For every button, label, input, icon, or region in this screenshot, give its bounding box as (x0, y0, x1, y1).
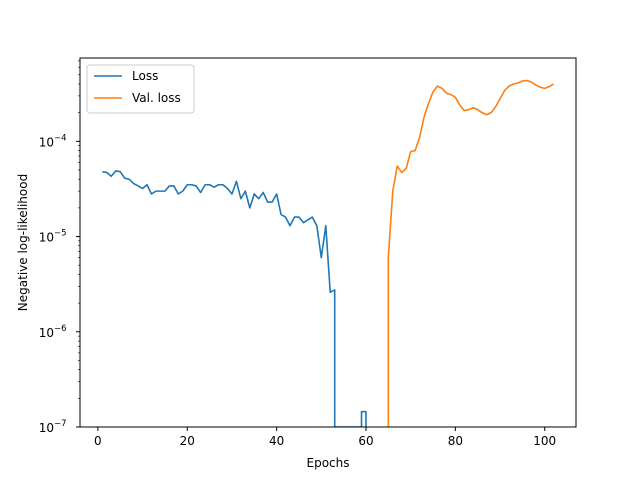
x-tick-label-4: 80 (448, 434, 463, 448)
y-tick-label-0: 10 (39, 421, 54, 435)
y-tick-label-3: 10 (39, 135, 54, 149)
plot-frame (79, 57, 577, 428)
x-tick-label-5: 100 (533, 434, 556, 448)
series-line-0 (102, 170, 367, 427)
x-tick-label-1: 20 (180, 434, 195, 448)
x-tick-label-3: 60 (358, 434, 373, 448)
y-tick-label-1: 10 (39, 326, 54, 340)
x-axis-label: Epochs (307, 456, 350, 470)
legend: Loss Val. loss (86, 64, 195, 114)
legend-label-0: Loss (132, 69, 158, 83)
y-axis-label: Negative log-likelihood (16, 174, 30, 311)
y-axis-ticks: 10−710−610−510−4 (39, 60, 80, 435)
x-tick-label-0: 0 (94, 434, 102, 448)
x-axis-ticks: 0 20 40 60 80 100 (94, 427, 556, 448)
series-line-1 (387, 79, 555, 427)
legend-box (86, 64, 195, 114)
x-tick-label-2: 40 (269, 434, 284, 448)
y-tick-exponent-1: −6 (54, 324, 67, 334)
legend-label-1: Val. loss (132, 91, 181, 105)
y-tick-exponent-0: −7 (54, 419, 67, 429)
y-tick-label-2: 10 (39, 231, 54, 245)
series-layer (102, 79, 555, 427)
y-tick-exponent-2: −5 (54, 229, 67, 239)
y-tick-exponent-3: −4 (54, 133, 67, 143)
